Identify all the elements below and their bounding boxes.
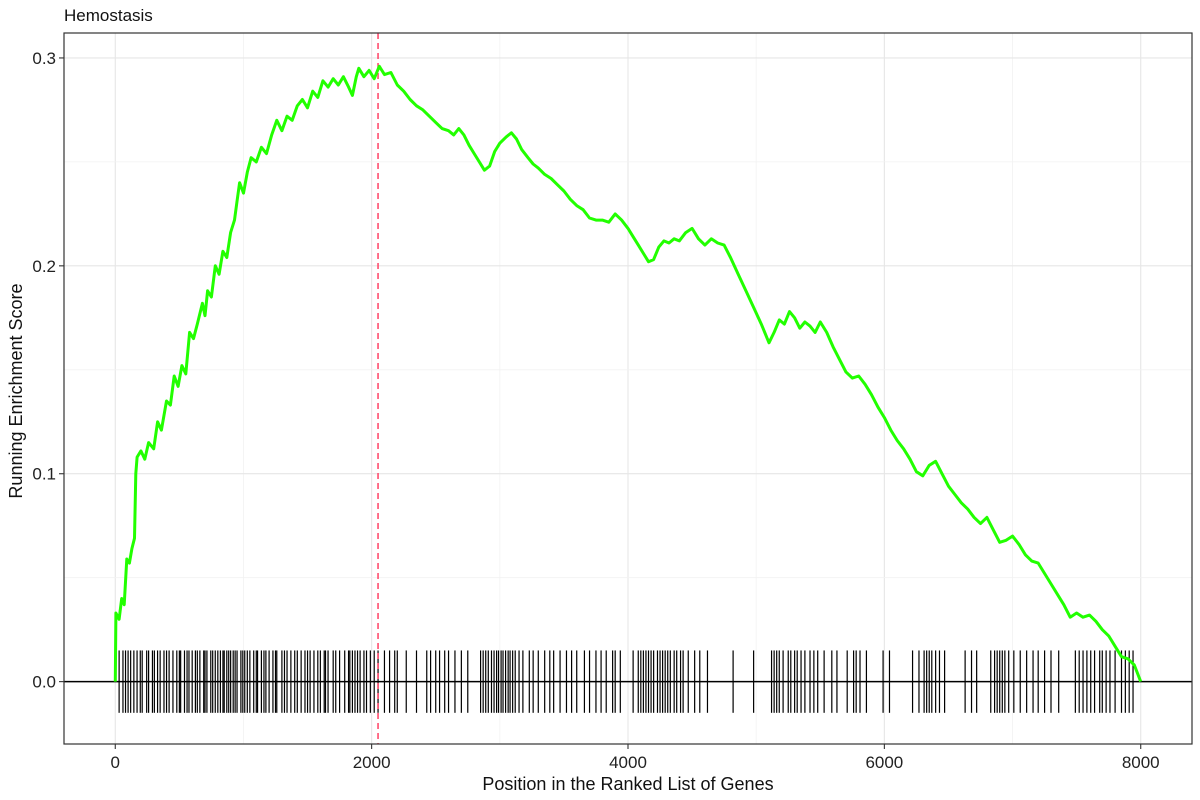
x-axis-title: Position in the Ranked List of Genes (482, 774, 773, 794)
chart-title: Hemostasis (64, 6, 153, 25)
x-axis-ticks: 0 2000 4000 6000 8000 (111, 744, 1160, 772)
y-axis-ticks: 0.0 0.1 0.2 0.3 (32, 49, 64, 692)
y-tick-label: 0.0 (32, 673, 56, 692)
y-axis-title: Running Enrichment Score (6, 283, 26, 498)
y-tick-label: 0.3 (32, 49, 56, 68)
running-es-line (113, 64, 1143, 683)
x-tick-label: 6000 (865, 753, 903, 772)
x-tick-label: 2000 (353, 753, 391, 772)
x-tick-label: 0 (111, 753, 120, 772)
x-tick-label: 8000 (1122, 753, 1160, 772)
grid (64, 33, 1192, 744)
y-tick-label: 0.2 (32, 257, 56, 276)
x-tick-label: 4000 (609, 753, 647, 772)
y-tick-label: 0.1 (32, 465, 56, 484)
